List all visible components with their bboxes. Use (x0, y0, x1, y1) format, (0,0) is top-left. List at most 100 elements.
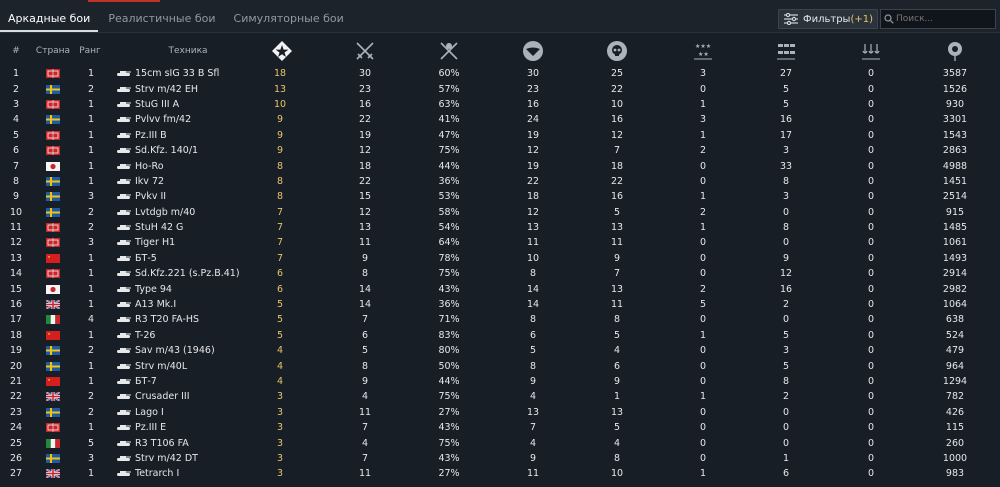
row-number: 5 (12, 129, 20, 141)
table-row[interactable]: 24 1 Pz.III E 3 7 43% 7 5 0 0 0 115 (0, 420, 1000, 435)
header-deaths[interactable] (602, 36, 632, 66)
table-row[interactable]: 9 3 Pvkv II 8 15 53% 18 16 1 3 0 2514 (0, 189, 1000, 204)
table-row[interactable]: 10 2 Lvtdgb m/40 7 12 58% 12 5 2 0 0 915 (0, 205, 1000, 220)
vehicle-name-text[interactable]: T-26 (135, 329, 156, 341)
vehicle-name-text[interactable]: Sd.Kfz.221 (s.Pz.B.41) (135, 268, 240, 280)
table-row[interactable]: 1 1 15cm sIG 33 B Sfl 18 30 60% 30 25 3 27 0 3587 (0, 66, 1000, 81)
header-respawns[interactable] (518, 36, 548, 66)
cell-respawns: 19 (526, 160, 540, 172)
vehicle-name-text[interactable]: Crusader III (135, 391, 190, 403)
vehicle-name-text[interactable]: StuG III A (135, 98, 180, 110)
vehicle-name-text[interactable]: Lvtdgb m/40 (135, 206, 196, 218)
table-row[interactable]: 19 2 Sav m/43 (1946) 4 5 80% 5 4 0 3 0 479 (0, 343, 1000, 358)
tank-icon (117, 117, 131, 123)
cell-naval-kills: 0 (867, 237, 875, 249)
tab-simulator[interactable]: Симуляторные бои (233, 12, 344, 25)
svg-text:★: ★ (48, 332, 51, 336)
vehicle-name-text[interactable]: БТ-7 (135, 376, 157, 387)
vehicle-name-text[interactable]: Lago I (135, 406, 164, 418)
vehicle-name-text[interactable]: Pvkv II (135, 191, 167, 203)
tab-arcade[interactable]: Аркадные бои (0, 8, 99, 32)
cell-experience: 3301 (942, 114, 968, 126)
header-experience[interactable] (940, 36, 970, 66)
vehicle-name-text[interactable]: Strv m/42 DT (135, 452, 198, 464)
vehicle-name-text[interactable]: Pz.III B (135, 129, 167, 141)
table-row[interactable]: 26 3 Strv m/42 DT 3 7 43% 9 8 0 1 0 1000 (0, 451, 1000, 466)
header-naval-kills[interactable] (856, 36, 886, 66)
table-row[interactable]: 18 ★ 1 T-26 5 6 83% 6 5 1 5 0 524 (0, 328, 1000, 343)
row-number: 1 (12, 68, 20, 80)
search-input[interactable] (896, 14, 992, 24)
table-row[interactable]: 3 1 StuG III A 10 16 63% 16 10 1 5 0 930 (0, 97, 1000, 112)
row-rank: 3 (87, 191, 95, 203)
row-number: 10 (9, 206, 23, 218)
search-box[interactable] (880, 9, 996, 29)
table-row[interactable]: 4 1 Pvlvv fm/42 9 22 41% 24 16 3 16 0 3301 (0, 112, 1000, 127)
tab-realistic[interactable]: Реалистичные бои (108, 12, 216, 25)
table-row[interactable]: 27 1 Tetrarch I 3 11 27% 11 10 1 6 0 983 (0, 466, 1000, 481)
header-air-kills[interactable]: ★★★ ★★ (688, 36, 718, 66)
header-battles[interactable] (350, 36, 380, 66)
vehicle-name-text[interactable]: Ho-Ro (135, 160, 164, 172)
table-row[interactable]: 22 2 Crusader III 3 4 75% 4 1 1 2 0 782 (0, 389, 1000, 404)
flag-se-icon (46, 84, 60, 94)
table-row[interactable]: 20 1 Strv m/40L 4 8 50% 8 6 0 5 0 964 (0, 358, 1000, 373)
table-row[interactable]: 16 1 A13 Mk.I 5 14 36% 14 11 5 2 0 1064 (0, 297, 1000, 312)
cell-naval-kills: 0 (867, 452, 875, 464)
vehicle-name-text[interactable]: Ikv 72 (135, 175, 165, 187)
table-row[interactable]: 23 2 Lago I 3 11 27% 13 13 0 0 0 426 (0, 405, 1000, 420)
cell-air-kills: 1 (699, 391, 707, 403)
cell-experience: 3587 (942, 68, 968, 80)
header-ground-kills[interactable] (771, 36, 801, 66)
vehicle-name-text[interactable]: Pvlvv fm/42 (135, 114, 192, 126)
vehicle-name-text[interactable]: Tetrarch I (135, 468, 180, 480)
table-row[interactable]: 13 ★ 1 БТ-5 7 9 78% 10 9 0 9 0 1493 (0, 251, 1000, 266)
vehicle-name-text[interactable]: Type 94 (135, 283, 172, 295)
vehicle-name-text[interactable]: Sd.Kfz. 140/1 (135, 145, 199, 157)
vehicle-name-text[interactable]: A13 Mk.I (135, 299, 177, 311)
vehicle-name-text[interactable]: Strv m/40L (135, 360, 188, 372)
cell-rank-points: 5 (276, 329, 284, 341)
table-row[interactable]: 6 1 Sd.Kfz. 140/1 9 12 75% 12 7 2 3 0 2863 (0, 143, 1000, 158)
table-row[interactable]: 2 2 Strv m/42 EH 13 23 57% 23 22 0 5 0 1526 (0, 81, 1000, 96)
country-flag: ★ (45, 251, 61, 266)
vehicle-name-text[interactable]: R3 T20 FA-HS (135, 314, 200, 326)
vehicle-name-text[interactable]: БТ-5 (135, 252, 157, 264)
cell-naval-kills: 0 (867, 437, 875, 449)
vehicle-name-text[interactable]: StuH 42 G (135, 222, 184, 234)
table-row[interactable]: 7 1 Ho-Ro 8 18 44% 19 18 0 33 0 4988 (0, 158, 1000, 173)
table-row[interactable]: 15 1 Type 94 6 14 43% 14 13 2 16 0 2982 (0, 281, 1000, 296)
vehicle-name-text[interactable]: R3 T106 FA (135, 437, 189, 449)
vehicle-name: БТ-7 (116, 374, 276, 389)
cell-experience: 426 (945, 406, 965, 418)
cell-win-rate: 53% (438, 191, 460, 203)
table-row[interactable]: 5 1 Pz.III B 9 19 47% 19 12 1 17 0 1543 (0, 128, 1000, 143)
table-row[interactable]: 17 4 R3 T20 FA-HS 5 7 71% 8 8 0 0 0 638 (0, 312, 1000, 327)
vehicle-name-text[interactable]: Pz.III E (135, 422, 167, 434)
vehicle-name-text[interactable]: Tiger H1 (135, 237, 176, 249)
header-num[interactable]: # (12, 46, 20, 56)
table-row[interactable]: 14 1 Sd.Kfz.221 (s.Pz.B.41) 6 8 75% 8 7 0 12 0 2914 (0, 266, 1000, 281)
cell-rank-points: 10 (273, 98, 287, 110)
header-rank[interactable]: Ранг (79, 46, 101, 56)
cell-air-kills: 2 (699, 145, 707, 157)
header-rank-star[interactable] (267, 36, 297, 66)
vehicle-name: Strv m/40L (116, 358, 276, 373)
table-row[interactable]: 21 ★ 1 БТ-7 4 9 44% 9 9 0 8 0 1294 (0, 374, 1000, 389)
header-vehicle[interactable]: Техника (168, 46, 208, 56)
table-row[interactable]: 12 3 Tiger H1 7 11 64% 11 11 0 0 0 1061 (0, 235, 1000, 250)
table-row[interactable]: 25 5 R3 T106 FA 3 4 75% 4 4 0 0 0 260 (0, 435, 1000, 450)
cell-naval-kills: 0 (867, 345, 875, 357)
filters-button[interactable]: Фильтры (+1) (778, 9, 878, 29)
table-row[interactable]: 11 2 StuH 42 G 7 13 54% 13 13 1 8 0 1485 (0, 220, 1000, 235)
row-rank: 1 (87, 376, 95, 387)
vehicle-name-text[interactable]: Strv m/42 EH (135, 83, 199, 95)
cell-deaths: 11 (610, 299, 624, 311)
cell-naval-kills: 0 (867, 145, 875, 157)
table-row[interactable]: 8 1 Ikv 72 8 22 36% 22 22 0 8 0 1451 (0, 174, 1000, 189)
header-country[interactable]: Страна (35, 46, 71, 56)
country-flag (45, 66, 61, 81)
vehicle-name-text[interactable]: Sav m/43 (1946) (135, 345, 215, 357)
header-win-rate[interactable] (434, 36, 464, 66)
vehicle-name-text[interactable]: 15cm sIG 33 B Sfl (135, 68, 220, 80)
